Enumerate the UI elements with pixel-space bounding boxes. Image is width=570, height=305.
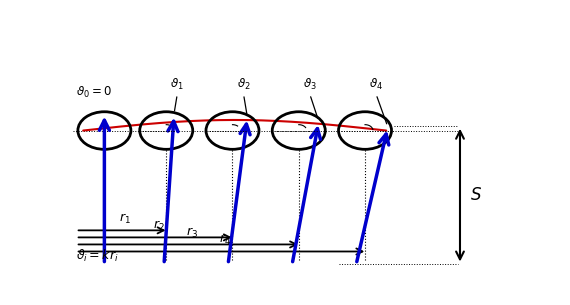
Text: $\vartheta_i = kr_i$: $\vartheta_i = kr_i$ xyxy=(76,248,119,264)
Text: $S$: $S$ xyxy=(470,187,482,204)
Text: $r_4$: $r_4$ xyxy=(219,233,231,247)
Text: $\vartheta_2$: $\vartheta_2$ xyxy=(237,77,250,92)
Text: $\vartheta_3$: $\vartheta_3$ xyxy=(303,77,317,92)
Text: $\vartheta_1$: $\vartheta_1$ xyxy=(170,77,184,92)
Text: $r_1$: $r_1$ xyxy=(120,212,131,226)
Text: $r_2$: $r_2$ xyxy=(153,219,164,233)
Text: $\vartheta_0 = 0$: $\vartheta_0 = 0$ xyxy=(76,85,112,100)
Text: $r_3$: $r_3$ xyxy=(186,226,198,240)
Text: $\vartheta_4$: $\vartheta_4$ xyxy=(369,77,383,92)
